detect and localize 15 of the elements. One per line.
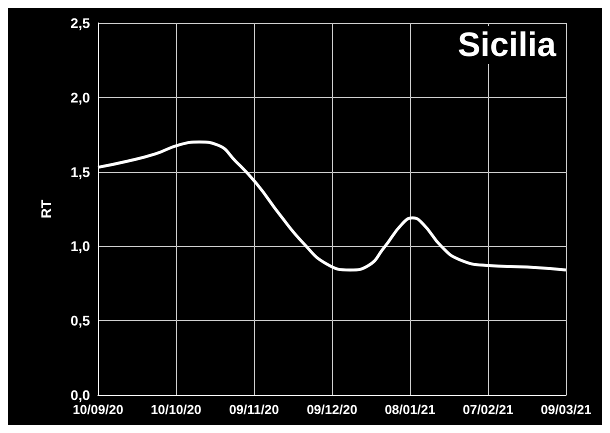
y-tick-label: 1,0 xyxy=(70,238,90,254)
x-tick-label: 08/01/21 xyxy=(384,402,436,417)
y-tick-label: 2,5 xyxy=(70,15,90,31)
x-tick-label: 07/02/21 xyxy=(462,402,514,417)
y-tick-label: 0,5 xyxy=(70,312,90,329)
x-tick-label: 10/09/20 xyxy=(72,402,124,417)
chart-title: Sicilia xyxy=(458,26,558,64)
y-axis-title: RT xyxy=(38,199,54,218)
x-tick-label: 09/11/20 xyxy=(229,402,279,417)
x-tick-label: 10/10/20 xyxy=(150,402,202,417)
x-tick-label: 09/03/21 xyxy=(540,402,592,417)
y-tick-label: 1,5 xyxy=(70,164,90,180)
y-tick-label: 2,0 xyxy=(70,89,90,106)
x-tick-label: 09/12/20 xyxy=(306,402,358,417)
y-tick-label: 0,0 xyxy=(70,387,90,403)
